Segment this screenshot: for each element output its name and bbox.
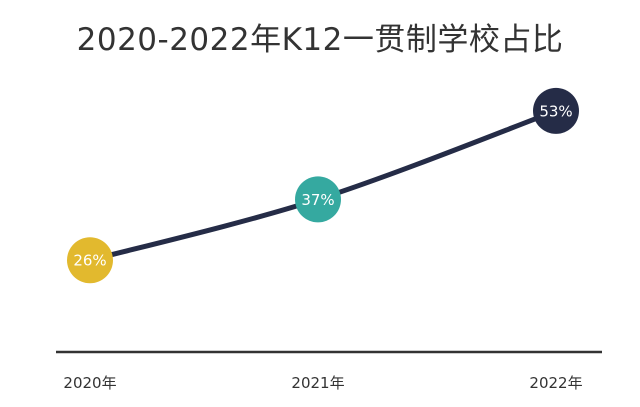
x-tick-label-1: 2020年 <box>63 374 116 392</box>
x-ticks-group: 2020年 2021年 2022年 <box>63 374 582 392</box>
x-tick-label-2: 2021年 <box>291 374 344 392</box>
data-point-1 <box>67 237 113 284</box>
data-labels-group: 26% 37% 53% <box>73 102 572 269</box>
data-label-2: 37% <box>301 191 334 209</box>
stems-group <box>89 131 557 328</box>
x-tick-label-3: 2022年 <box>529 374 582 392</box>
chart-title: 2020-2022年K12一贯制学校占比 <box>76 22 564 58</box>
markers-group <box>67 87 579 284</box>
data-label-1: 26% <box>73 252 106 270</box>
data-label-3: 53% <box>539 102 572 120</box>
data-point-2 <box>295 176 341 223</box>
data-point-3 <box>533 87 579 134</box>
